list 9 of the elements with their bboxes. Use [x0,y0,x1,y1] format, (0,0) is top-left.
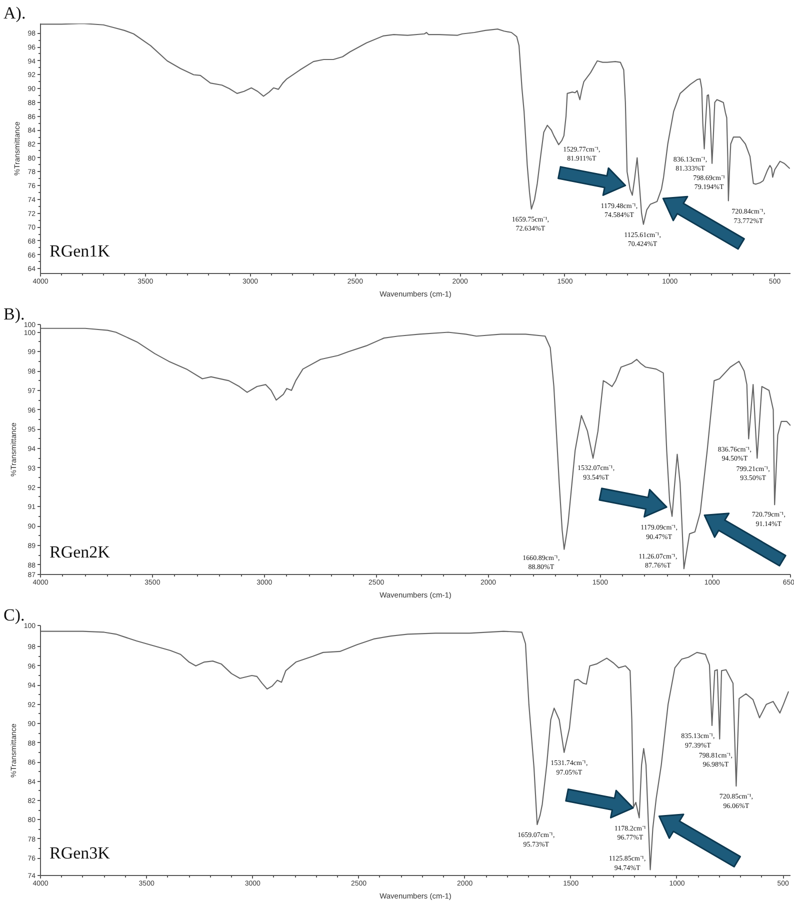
annotation: RGen2K [50,542,111,562]
line-series [40,630,789,870]
chart-title: B). [4,304,25,324]
annotation: RGen3K [50,844,111,862]
line-series [40,328,790,570]
chart-title: C). [4,606,25,624]
chart-title: A). [4,4,26,22]
annotation: RGen1K [50,242,111,260]
line-series [40,24,790,225]
